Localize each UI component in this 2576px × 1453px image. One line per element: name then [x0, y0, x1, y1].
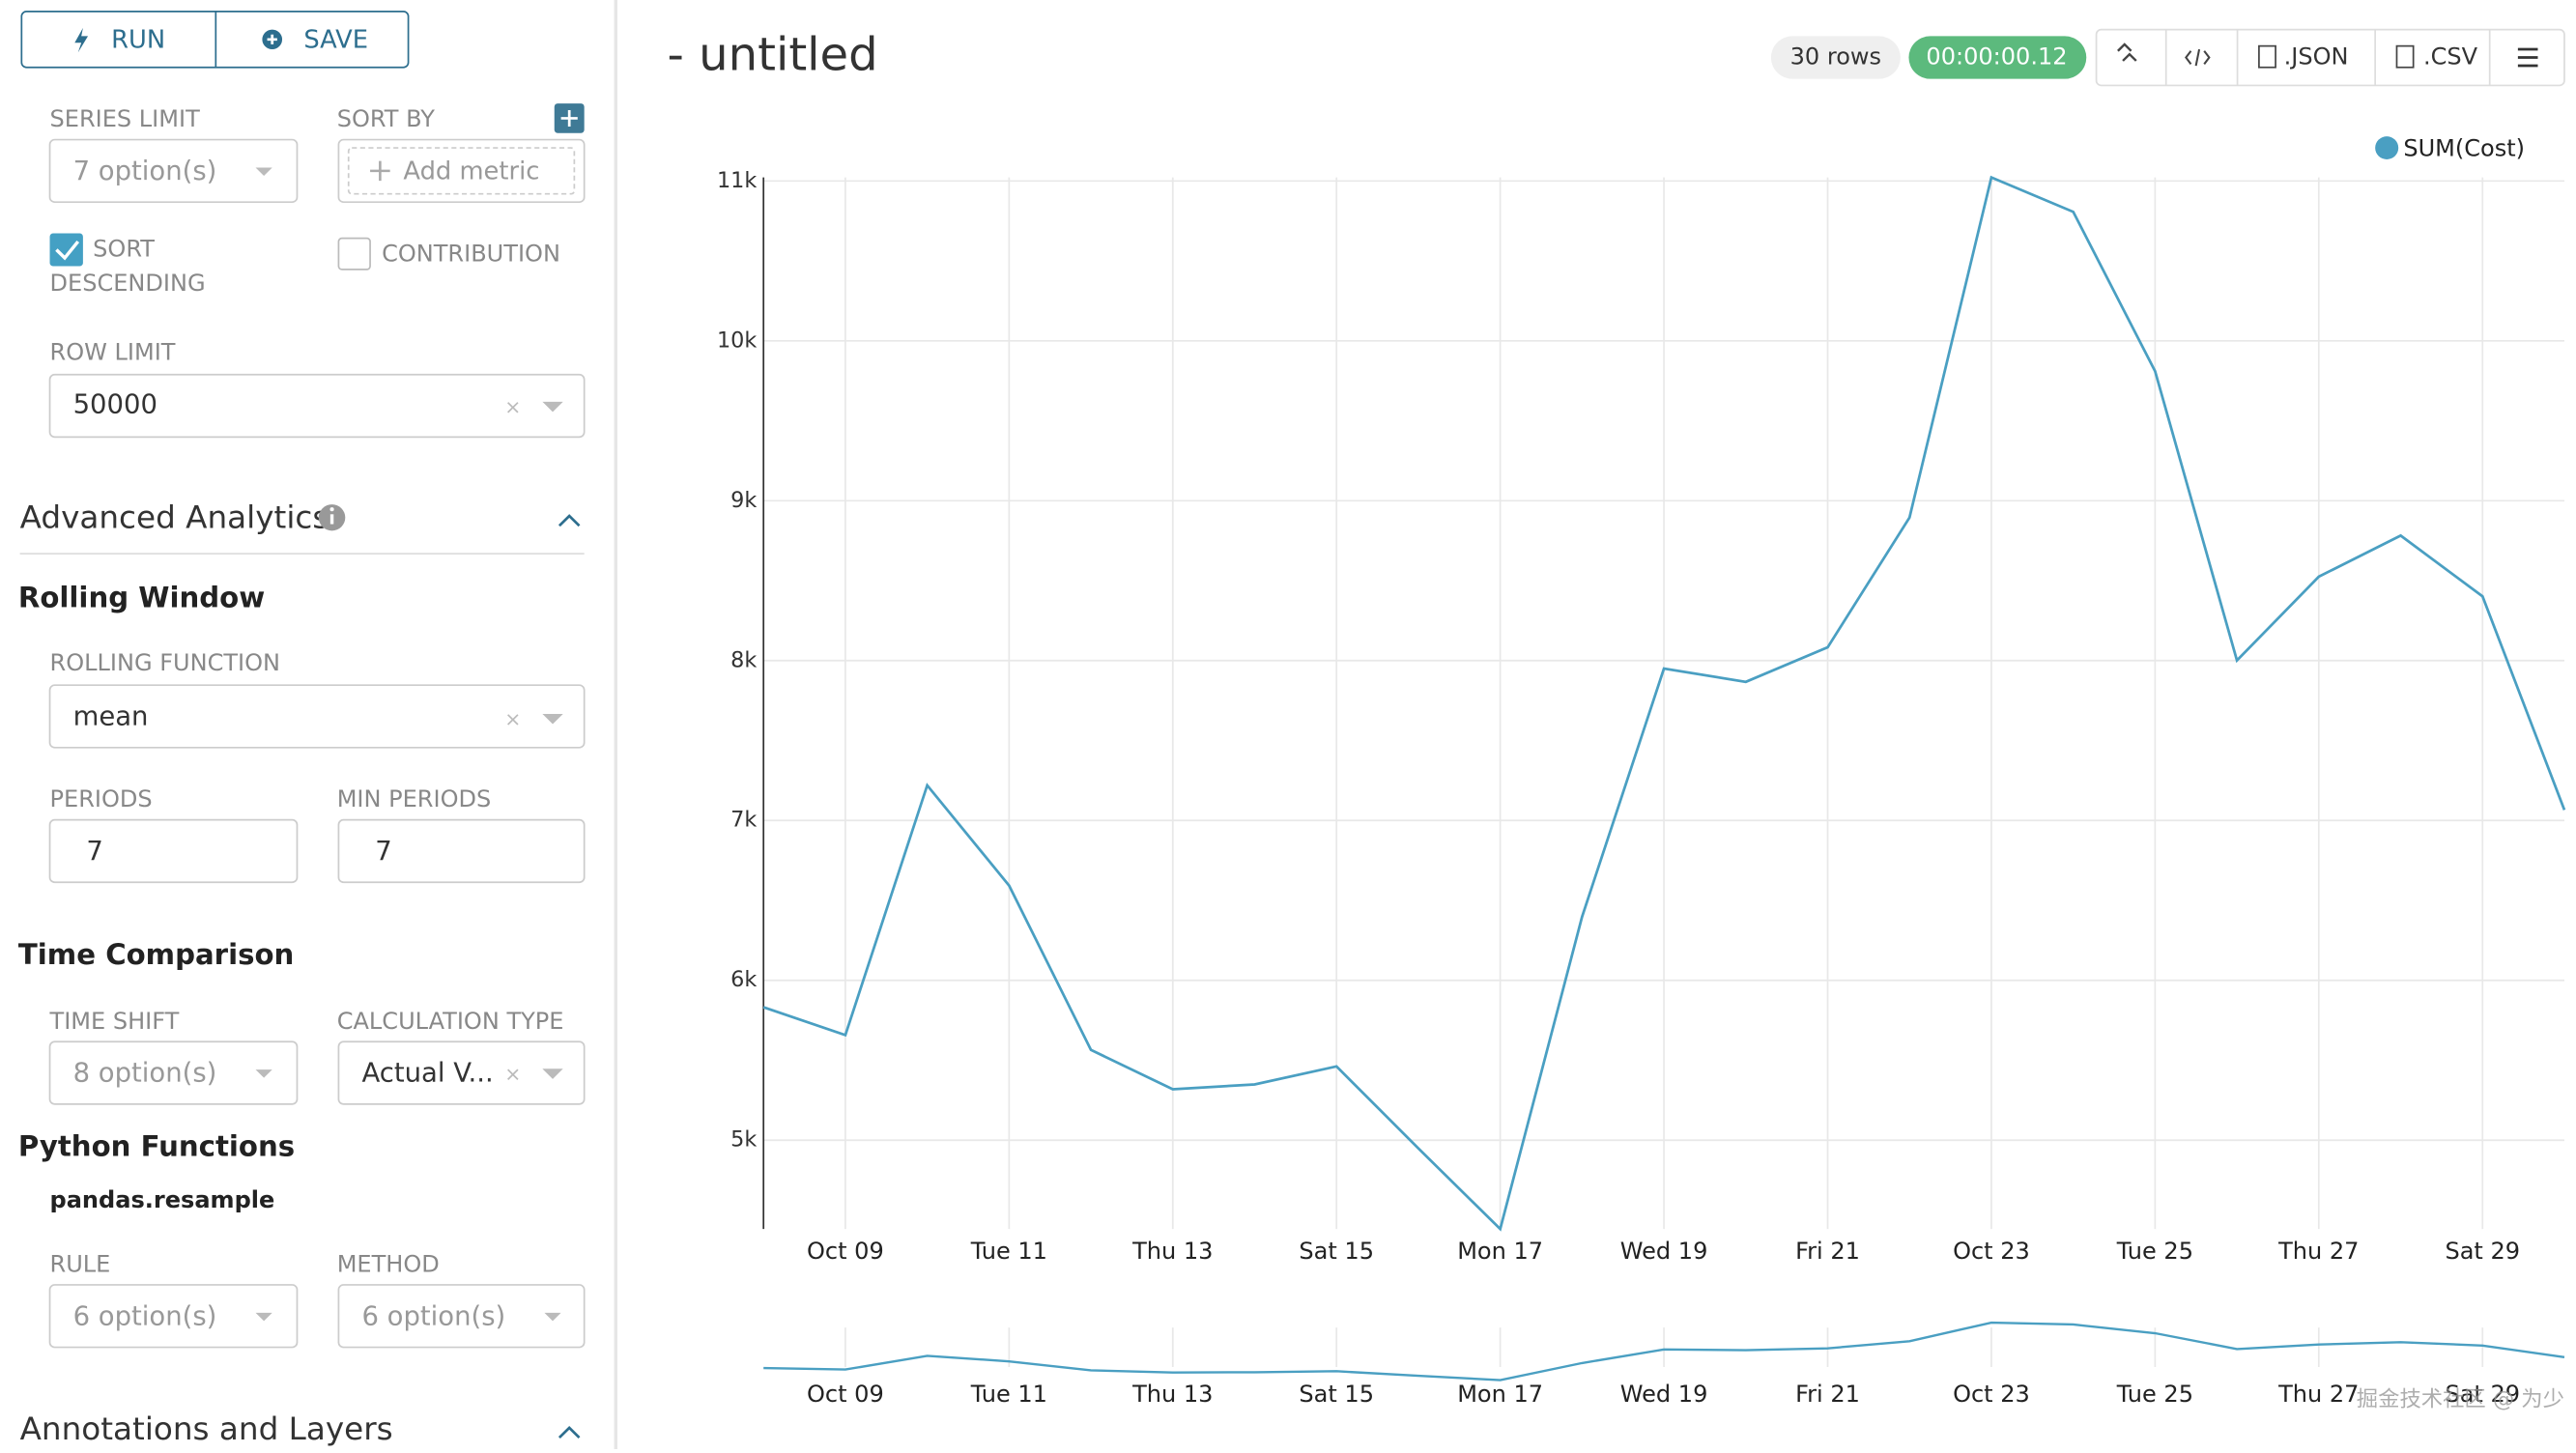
field-label: TIME SHIFT — [49, 1008, 180, 1035]
add-metric[interactable] — [347, 147, 576, 195]
checkbox-label: CONTRIBUTION — [382, 241, 560, 268]
legend-label: SUM(Cost) — [2403, 135, 2525, 162]
brush-tick-label: Mon 17 — [1457, 1381, 1543, 1408]
brush-tick-label: Sat 29 — [2445, 1381, 2520, 1408]
checkbox-label: SORT — [93, 236, 155, 263]
section-title[interactable]: Annotations and Layers — [20, 1410, 393, 1447]
x-tick-label: Fri 21 — [1795, 1238, 1860, 1265]
json-button[interactable]: .JSON — [2284, 43, 2349, 71]
x-tick-label: Oct 09 — [807, 1238, 884, 1265]
x-tick-label: Thu 27 — [2277, 1238, 2359, 1265]
y-tick-label: 7k — [730, 808, 757, 833]
run-button[interactable]: RUN — [111, 26, 165, 55]
select[interactable] — [48, 138, 299, 204]
x-tick-label: Oct 23 — [1953, 1238, 2030, 1265]
subsection-title: Python Functions — [18, 1130, 295, 1163]
select[interactable] — [337, 1284, 586, 1349]
checkbox-label: DESCENDING — [50, 270, 206, 297]
legend-marker — [2375, 136, 2399, 159]
link-button[interactable] — [2117, 43, 2137, 62]
x-tick-label: Sat 29 — [2445, 1238, 2520, 1265]
select[interactable] — [48, 373, 586, 439]
brush-tick-label: Thu 13 — [1131, 1381, 1213, 1408]
brush-line — [763, 1321, 2565, 1382]
x-tick-label: Tue 25 — [2116, 1238, 2193, 1265]
save-button[interactable]: SAVE — [303, 26, 368, 55]
select-value: 7 option(s) — [73, 157, 217, 186]
y-tick-label: 10k — [717, 328, 757, 353]
field-label: PERIODS — [50, 785, 153, 812]
brush-tick-label: Oct 23 — [1953, 1381, 2030, 1408]
chart: 5k 6k 7k 8k 9k 10k 11k Oct 09 Oct 09 Tue 11 Tue 11… — [717, 135, 2566, 1408]
x-tick-label: Wed 19 — [1620, 1238, 1708, 1265]
input-value: 7 — [375, 837, 391, 867]
select[interactable] — [48, 684, 586, 749]
series-line — [762, 175, 2566, 1232]
input[interactable] — [337, 818, 586, 884]
select-value: 6 option(s) — [73, 1302, 217, 1332]
select-value: mean — [73, 702, 149, 732]
csv-button[interactable]: .CSV — [2423, 43, 2478, 71]
field-label: CALCULATION TYPE — [337, 1008, 564, 1035]
field-label: ROW LIMIT — [50, 339, 176, 366]
select-value: 6 option(s) — [361, 1302, 505, 1332]
y-tick-label: 9k — [730, 488, 757, 513]
select[interactable] — [48, 1284, 299, 1349]
code-button[interactable] — [2185, 48, 2211, 67]
x-tick-label: Mon 17 — [1457, 1238, 1543, 1265]
subsection-title: Rolling Window — [18, 582, 265, 614]
select[interactable] — [337, 1040, 586, 1105]
y-tick-label: 11k — [717, 168, 757, 193]
brush-tick-label: Oct 09 — [807, 1381, 884, 1408]
field-label: MIN PERIODS — [337, 785, 492, 812]
watermark: 掘金技术社区 @ 为少 — [2357, 1387, 2564, 1412]
query-time: 00:00:00.12 — [1926, 43, 2067, 71]
subsection-label: pandas.resample — [50, 1186, 275, 1213]
subsection-title: Time Comparison — [18, 938, 294, 971]
row-count: 30 rows — [1790, 43, 1881, 71]
field-label: SORT BY — [337, 105, 436, 132]
y-tick-label: 5k — [730, 1127, 757, 1153]
input-value: 7 — [86, 837, 102, 867]
brush-tick-label: Tue 11 — [970, 1381, 1047, 1408]
select-value: 50000 — [73, 390, 157, 420]
placeholder: Add metric — [403, 157, 539, 186]
section-title[interactable]: Advanced Analytics — [20, 499, 329, 536]
brush-tick-label: Fri 21 — [1795, 1381, 1860, 1408]
select[interactable] — [48, 1040, 299, 1105]
select-value: 8 option(s) — [73, 1059, 217, 1089]
brush-tick-label: Wed 19 — [1620, 1381, 1708, 1408]
y-tick-label: 6k — [730, 967, 757, 992]
checkbox[interactable] — [337, 237, 371, 271]
input[interactable] — [48, 818, 299, 884]
x-tick-label: Tue 11 — [970, 1238, 1047, 1265]
brush-tick-label: Tue 25 — [2116, 1381, 2193, 1408]
field-label: SERIES LIMIT — [50, 105, 201, 132]
x-tick-label: Thu 13 — [1131, 1238, 1213, 1265]
y-tick-label: 8k — [730, 647, 757, 672]
menu-button[interactable] — [2517, 47, 2538, 68]
field-label: RULE — [50, 1251, 111, 1278]
select-value: Actual V... — [361, 1059, 493, 1089]
field-label: ROLLING FUNCTION — [50, 649, 280, 676]
chart-title: - untitled — [668, 29, 878, 82]
field-label: METHOD — [337, 1251, 440, 1278]
checkbox[interactable] — [49, 233, 83, 267]
brush-tick-label: Sat 15 — [1299, 1381, 1374, 1408]
x-tick-label: Sat 15 — [1299, 1238, 1374, 1265]
run-save-group: RUN SAVE — [20, 11, 410, 69]
brush-tick-label: Thu 27 — [2277, 1381, 2359, 1408]
